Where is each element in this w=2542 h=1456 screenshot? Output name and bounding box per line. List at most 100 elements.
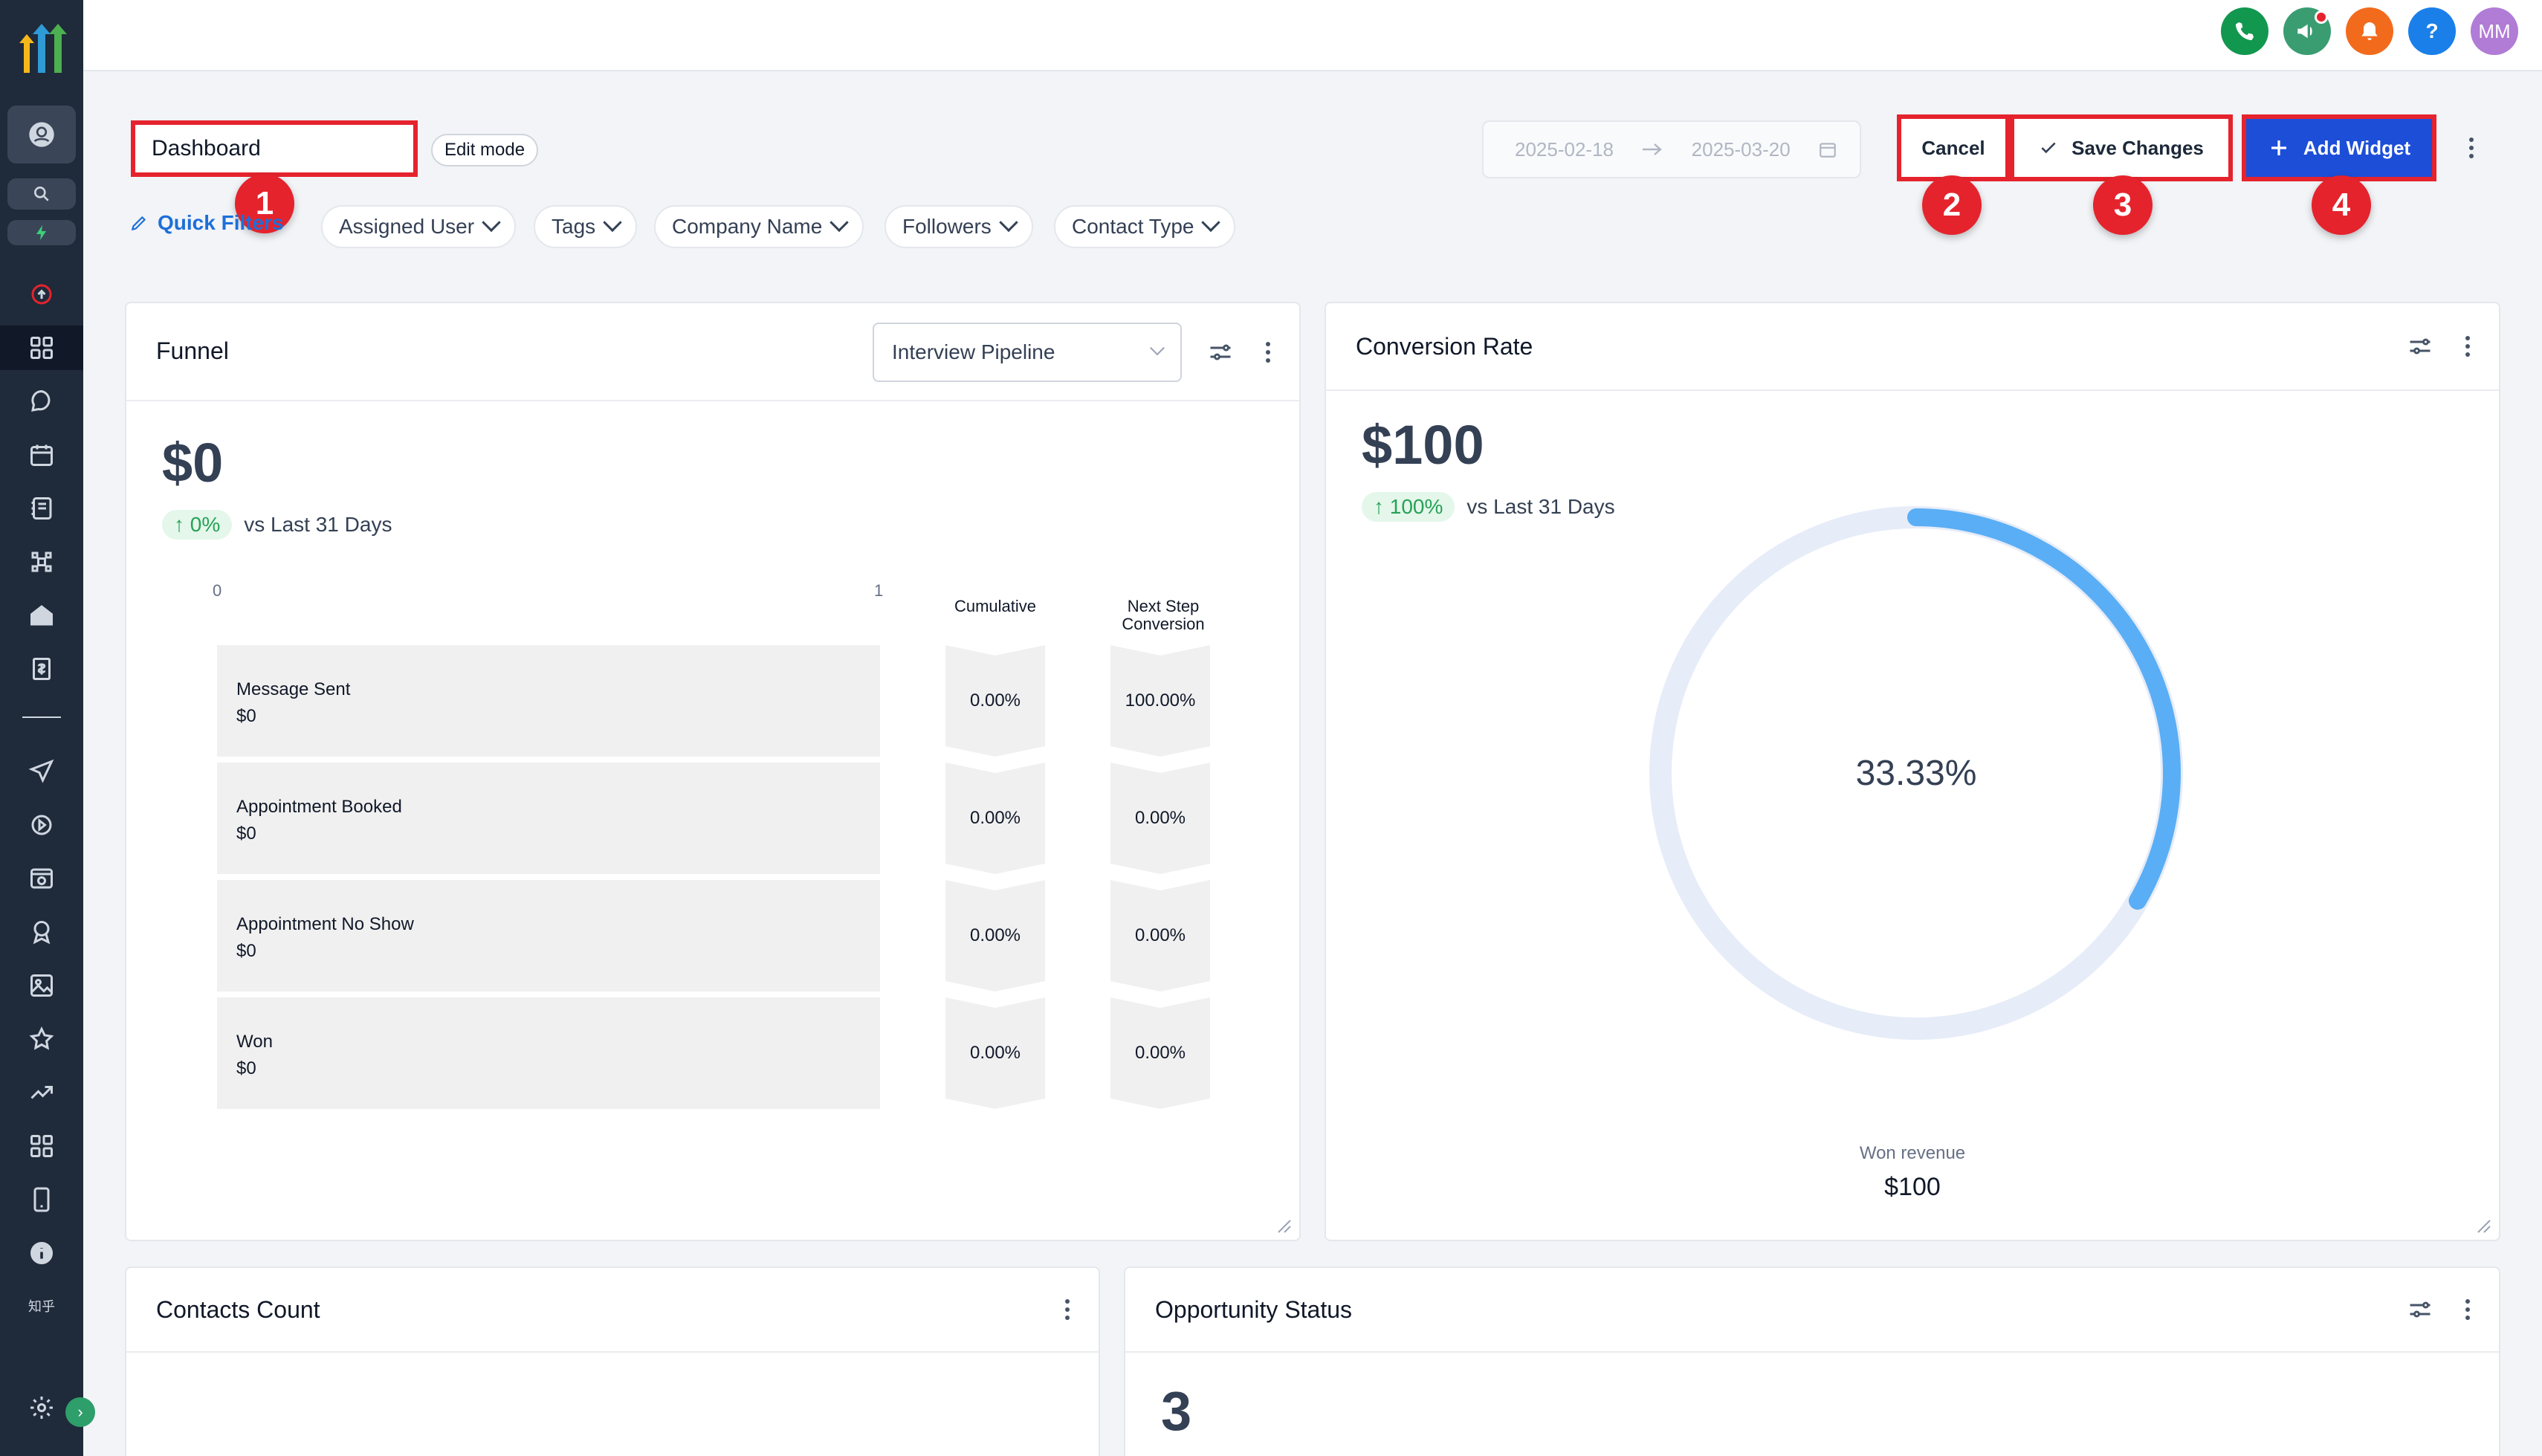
quick-actions[interactable] bbox=[7, 220, 76, 245]
filter-settings-icon[interactable] bbox=[2407, 333, 2433, 360]
sidebar-item-reporting[interactable] bbox=[0, 1070, 83, 1115]
gear-icon bbox=[30, 1397, 53, 1419]
sidebar-item-memberships[interactable] bbox=[0, 910, 83, 954]
mobile-icon bbox=[33, 1187, 50, 1212]
opportunity-status-more-button[interactable] bbox=[2460, 1295, 2475, 1324]
filter-settings-icon[interactable] bbox=[2407, 1296, 2433, 1323]
donut-percent-label: 33.33% bbox=[1855, 753, 1977, 793]
account-switcher[interactable] bbox=[7, 106, 76, 164]
cancel-label: Cancel bbox=[1921, 136, 1985, 159]
quick-filters-label: Quick Filters bbox=[158, 211, 284, 234]
add-widget-label: Add Widget bbox=[2303, 136, 2411, 159]
filter-tags[interactable]: Tags bbox=[534, 205, 638, 248]
sidebar-item-reputation[interactable] bbox=[0, 1017, 83, 1061]
date-end: 2025-03-20 bbox=[1691, 137, 1791, 161]
pipeline-select[interactable]: Interview Pipeline bbox=[873, 323, 1182, 382]
sidebar: 知乎 › bbox=[0, 0, 95, 1456]
sidebar-footer-text: 知乎 bbox=[28, 1299, 55, 1314]
chevron-down-icon bbox=[999, 213, 1018, 233]
automation-icon bbox=[31, 815, 52, 835]
sidebar-item-media[interactable] bbox=[0, 963, 83, 1008]
contacts-count-more-button[interactable] bbox=[1060, 1295, 1075, 1324]
sidebar-item-payments[interactable] bbox=[0, 647, 83, 691]
save-changes-button[interactable]: Save Changes bbox=[2010, 114, 2233, 181]
send-icon bbox=[28, 759, 54, 783]
memberships-icon bbox=[33, 921, 51, 945]
dashboard-name-input[interactable]: Dashboard bbox=[131, 120, 418, 177]
sidebar-item-conversations[interactable] bbox=[0, 379, 83, 424]
won-revenue-value: $100 bbox=[1884, 1173, 1941, 1201]
notification-dot bbox=[2315, 10, 2328, 24]
sidebar-item-marketing[interactable] bbox=[0, 749, 83, 794]
chat-icon bbox=[31, 389, 51, 412]
conversion-title: Conversion Rate bbox=[1356, 333, 1533, 360]
phone-button[interactable] bbox=[2221, 7, 2268, 55]
filter-settings-icon[interactable] bbox=[1207, 339, 1234, 366]
chevron-down-icon bbox=[1201, 213, 1221, 233]
trend-text: vs Last 31 Days bbox=[244, 513, 392, 536]
sidebar-item-settings[interactable] bbox=[0, 1385, 83, 1430]
sidebar-divider bbox=[22, 716, 61, 718]
chevron-down-icon bbox=[1150, 340, 1165, 356]
funnel-more-button[interactable] bbox=[1261, 337, 1275, 367]
date-start: 2025-02-18 bbox=[1515, 137, 1614, 161]
sidebar-item-info[interactable] bbox=[0, 1231, 83, 1275]
opportunities-icon bbox=[31, 551, 52, 572]
announcements-button[interactable] bbox=[2283, 7, 2331, 55]
cumulative-cell: 0.00% bbox=[945, 880, 1045, 991]
funnel-header: Funnel Interview Pipeline bbox=[126, 303, 1299, 401]
search-icon bbox=[34, 187, 49, 201]
filter-followers[interactable]: Followers bbox=[884, 205, 1033, 248]
pencil-icon bbox=[131, 216, 146, 231]
info-icon bbox=[30, 1242, 53, 1264]
annotation-badge-4: 4 bbox=[2312, 175, 2371, 235]
help-button[interactable]: ? bbox=[2408, 7, 2456, 55]
funnel-value: $0 bbox=[162, 432, 224, 494]
conversion-more-button[interactable] bbox=[2460, 331, 2475, 361]
contacts-icon bbox=[31, 497, 52, 520]
funnel-trend: ↑ 0% vs Last 31 Days bbox=[162, 510, 392, 540]
filter-contact-type[interactable]: Contact Type bbox=[1054, 205, 1236, 248]
refresh-icon bbox=[31, 284, 52, 305]
cancel-button[interactable]: Cancel bbox=[1897, 114, 2010, 181]
help-icon: ? bbox=[2425, 19, 2439, 42]
sidebar-search[interactable] bbox=[7, 178, 76, 210]
home-icon bbox=[30, 605, 53, 626]
avatar[interactable]: MM bbox=[2471, 7, 2518, 55]
media-icon bbox=[30, 974, 53, 997]
sidebar-item-app-marketplace[interactable] bbox=[0, 1124, 83, 1168]
funnel-stage: Message Sent $0 bbox=[217, 645, 880, 757]
quick-filters-link[interactable]: Quick Filters bbox=[129, 211, 284, 235]
sidebar-expand-button[interactable]: › bbox=[65, 1397, 95, 1427]
sidebar-item-mobile-app[interactable] bbox=[0, 1177, 83, 1222]
sidebar-item-dashboard[interactable] bbox=[0, 326, 83, 370]
trend-text: vs Last 31 Days bbox=[1466, 495, 1615, 518]
annotation-badge-3: 3 bbox=[2093, 175, 2153, 235]
notifications-button[interactable] bbox=[2346, 7, 2393, 55]
opportunity-status-widget: Opportunity Status 3 bbox=[1124, 1266, 2500, 1456]
sidebar-item-calendars[interactable] bbox=[0, 433, 83, 477]
add-widget-button[interactable]: Add Widget bbox=[2242, 114, 2436, 181]
conversion-value: $100 bbox=[1362, 414, 1484, 476]
app-logo[interactable] bbox=[13, 18, 70, 77]
sidebar-item-launchpad[interactable] bbox=[0, 272, 83, 317]
filter-assigned-user[interactable]: Assigned User bbox=[321, 205, 517, 248]
opportunity-status-value: 3 bbox=[1161, 1380, 1192, 1442]
contacts-count-widget: Contacts Count bbox=[125, 1266, 1100, 1456]
more-options-button[interactable] bbox=[2460, 131, 2483, 165]
filter-company-name[interactable]: Company Name bbox=[654, 205, 864, 248]
sidebar-item-automation[interactable] bbox=[0, 803, 83, 847]
date-range-picker[interactable]: 2025-02-18 2025-03-20 bbox=[1482, 120, 1861, 178]
resize-handle-icon[interactable] bbox=[2475, 1217, 2491, 1234]
won-revenue-label: Won revenue bbox=[1859, 1143, 1966, 1163]
sidebar-item-sites[interactable] bbox=[0, 856, 83, 901]
plus-icon bbox=[2271, 140, 2286, 155]
next-step-cell: 0.00% bbox=[1110, 997, 1210, 1109]
col-cumulative: Cumulative bbox=[954, 597, 1037, 615]
sidebar-item-home[interactable] bbox=[0, 593, 83, 638]
sidebar-item-contacts[interactable] bbox=[0, 486, 83, 531]
cumulative-cell: 0.00% bbox=[945, 763, 1045, 874]
resize-handle-icon[interactable] bbox=[1275, 1217, 1292, 1234]
sidebar-item-opportunities[interactable] bbox=[0, 540, 83, 584]
chevron-down-icon bbox=[603, 213, 622, 233]
